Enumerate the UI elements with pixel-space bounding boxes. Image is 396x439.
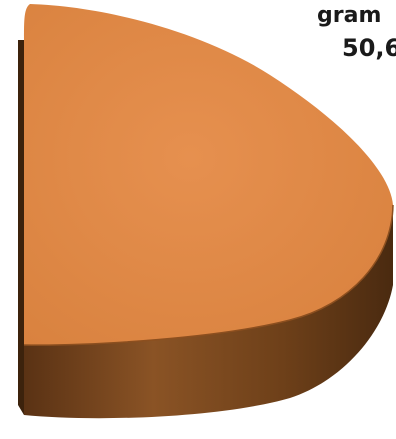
data-label-value: 50,6 <box>342 34 396 62</box>
pie-slice-left-edge <box>18 40 24 415</box>
pie-slice-side <box>24 205 393 419</box>
data-label: gram 50,6 <box>317 3 396 62</box>
pie-slice-top <box>24 4 393 346</box>
pie-slice-group <box>18 4 394 419</box>
pie-slice-rim <box>23 204 394 346</box>
data-label-line1: gram <box>317 3 381 28</box>
